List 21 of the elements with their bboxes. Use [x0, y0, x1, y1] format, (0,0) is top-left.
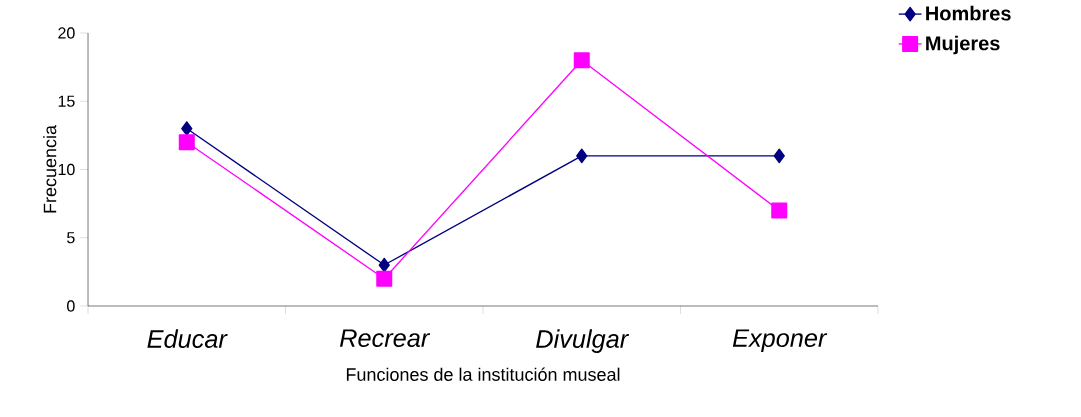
- y-tick-label: 10: [58, 163, 75, 176]
- point: [178, 134, 195, 151]
- point: [378, 257, 390, 273]
- x-tick-label: Divulgar: [536, 329, 630, 353]
- y-tick-label: 20: [58, 27, 75, 39]
- legend-label: Hombres: [926, 5, 1011, 21]
- point: [576, 148, 588, 164]
- legend-label: Mujeres: [926, 35, 1000, 55]
- point: [573, 52, 590, 69]
- y-tick-label: 15: [58, 95, 75, 107]
- x-tick-label: Recrear: [339, 329, 431, 348]
- x-tick-label: Educar: [147, 329, 228, 348]
- point: [181, 121, 193, 136]
- point: [376, 270, 393, 287]
- x-axis-title: Funciones de la institución museal: [346, 367, 620, 381]
- y-tick-label: 5: [67, 232, 75, 244]
- y-axis-title: Frecuencia: [43, 124, 57, 213]
- x-tick-label: Exponer: [732, 329, 828, 353]
- point: [771, 202, 788, 219]
- y-tick-label: 0: [67, 300, 75, 312]
- point: [773, 148, 785, 164]
